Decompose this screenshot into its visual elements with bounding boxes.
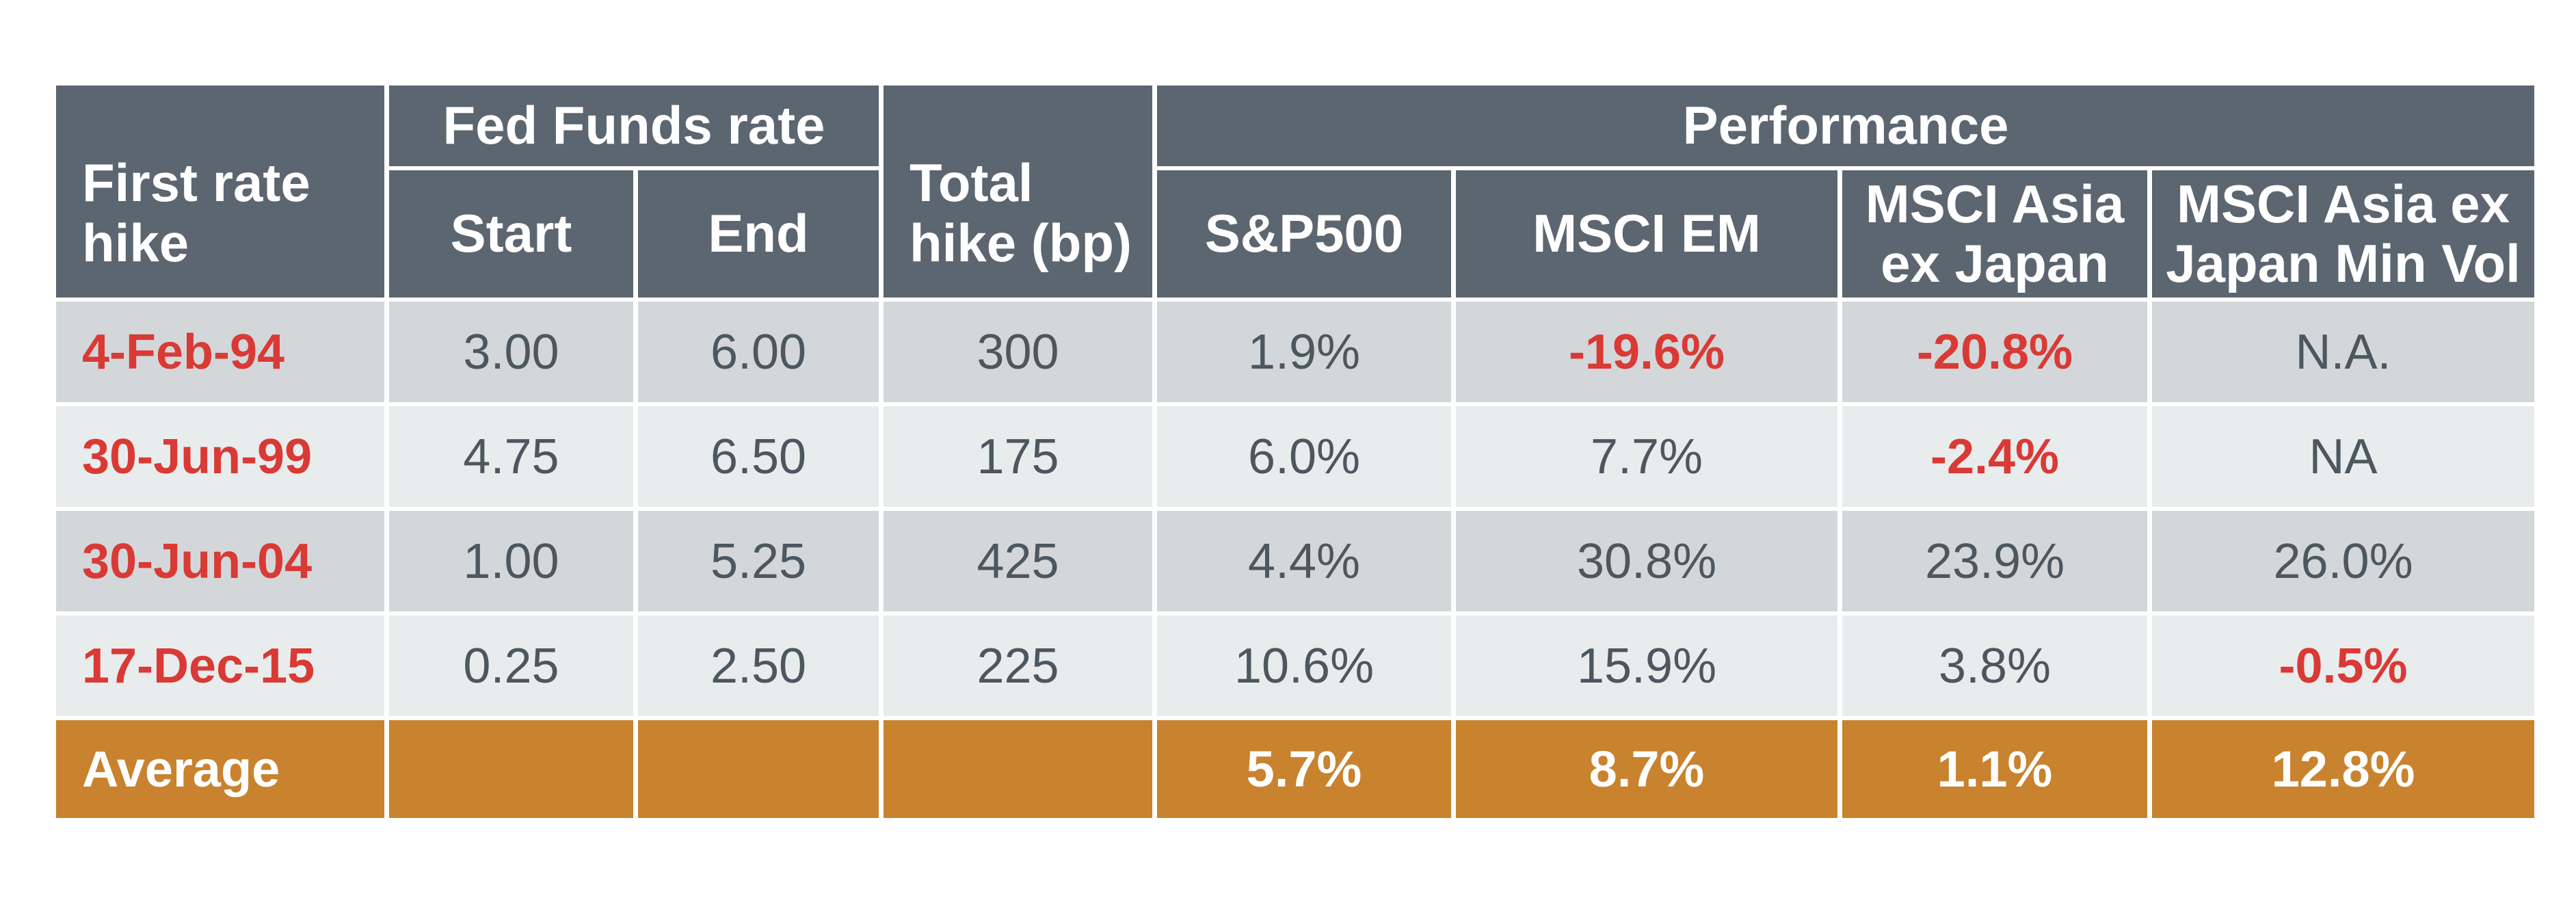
header-row-columns: Start End S&P500 MSCI EM MSCI Asia ex Ja…: [56, 170, 2535, 298]
average-end-cell: [638, 720, 879, 818]
end-cell: 6.00: [638, 302, 879, 402]
header-total-hike-bp: Total hike (bp): [884, 85, 1153, 298]
sp500-cell: 10.6%: [1157, 616, 1452, 716]
end-cell: 5.25: [638, 511, 879, 611]
end-cell: 2.50: [638, 616, 879, 716]
date-cell: 4-Feb-94: [56, 302, 384, 402]
msci-em-cell: 7.7%: [1456, 406, 1838, 507]
total-hike-cell: 425: [884, 511, 1153, 611]
average-total-hike-cell: [884, 720, 1153, 818]
msci-em-cell: 30.8%: [1456, 511, 1838, 611]
header-first-rate-hike: First rate hike: [56, 85, 384, 298]
header-end: End: [638, 170, 879, 298]
start-cell: 0.25: [389, 616, 633, 716]
table-row: 30-Jun-99 4.75 6.50 175 6.0% 7.7% -2.4% …: [56, 406, 2535, 507]
header-msci-asia-ex-japan: MSCI Asia ex Japan: [1842, 170, 2148, 298]
msci-minvol-cell: 26.0%: [2152, 511, 2535, 611]
sp500-cell: 6.0%: [1157, 406, 1452, 507]
table-row: 4-Feb-94 3.00 6.00 300 1.9% -19.6% -20.8…: [56, 302, 2535, 402]
header-group-fed-funds-rate: Fed Funds rate: [389, 85, 879, 166]
start-cell: 4.75: [389, 406, 633, 507]
msci-asia-cell: 3.8%: [1842, 616, 2148, 716]
table-row: 30-Jun-04 1.00 5.25 425 4.4% 30.8% 23.9%…: [56, 511, 2535, 611]
total-hike-cell: 300: [884, 302, 1153, 402]
average-row: Average 5.7% 8.7% 1.1% 12.8%: [56, 720, 2535, 818]
msci-asia-cell: 23.9%: [1842, 511, 2148, 611]
sp500-cell: 4.4%: [1157, 511, 1452, 611]
header-group-performance: Performance: [1157, 85, 2535, 166]
msci-em-cell: -19.6%: [1456, 302, 1838, 402]
rate-hike-performance-table: First rate hike Fed Funds rate Total hik…: [51, 81, 2539, 822]
msci-minvol-cell: N.A.: [2152, 302, 2535, 402]
header-start: Start: [389, 170, 633, 298]
average-msci-em-cell: 8.7%: [1456, 720, 1838, 818]
header-msci-asia-ex-japan-min-vol: MSCI Asia ex Japan Min Vol: [2152, 170, 2535, 298]
header-msci-em: MSCI EM: [1456, 170, 1838, 298]
date-cell: 17-Dec-15: [56, 616, 384, 716]
end-cell: 6.50: [638, 406, 879, 507]
average-start-cell: [389, 720, 633, 818]
msci-minvol-cell: NA: [2152, 406, 2535, 507]
start-cell: 1.00: [389, 511, 633, 611]
header-sp500: S&P500: [1157, 170, 1452, 298]
msci-asia-cell: -2.4%: [1842, 406, 2148, 507]
date-cell: 30-Jun-99: [56, 406, 384, 507]
msci-asia-cell: -20.8%: [1842, 302, 2148, 402]
table-row: 17-Dec-15 0.25 2.50 225 10.6% 15.9% 3.8%…: [56, 616, 2535, 716]
average-msci-minvol-cell: 12.8%: [2152, 720, 2535, 818]
average-sp500-cell: 5.7%: [1157, 720, 1452, 818]
average-label-cell: Average: [56, 720, 384, 818]
date-cell: 30-Jun-04: [56, 511, 384, 611]
total-hike-cell: 225: [884, 616, 1153, 716]
msci-minvol-cell: -0.5%: [2152, 616, 2535, 716]
msci-em-cell: 15.9%: [1456, 616, 1838, 716]
total-hike-cell: 175: [884, 406, 1153, 507]
average-msci-asia-cell: 1.1%: [1842, 720, 2148, 818]
header-row-groups: First rate hike Fed Funds rate Total hik…: [56, 85, 2535, 298]
sp500-cell: 1.9%: [1157, 302, 1452, 402]
start-cell: 3.00: [389, 302, 633, 402]
